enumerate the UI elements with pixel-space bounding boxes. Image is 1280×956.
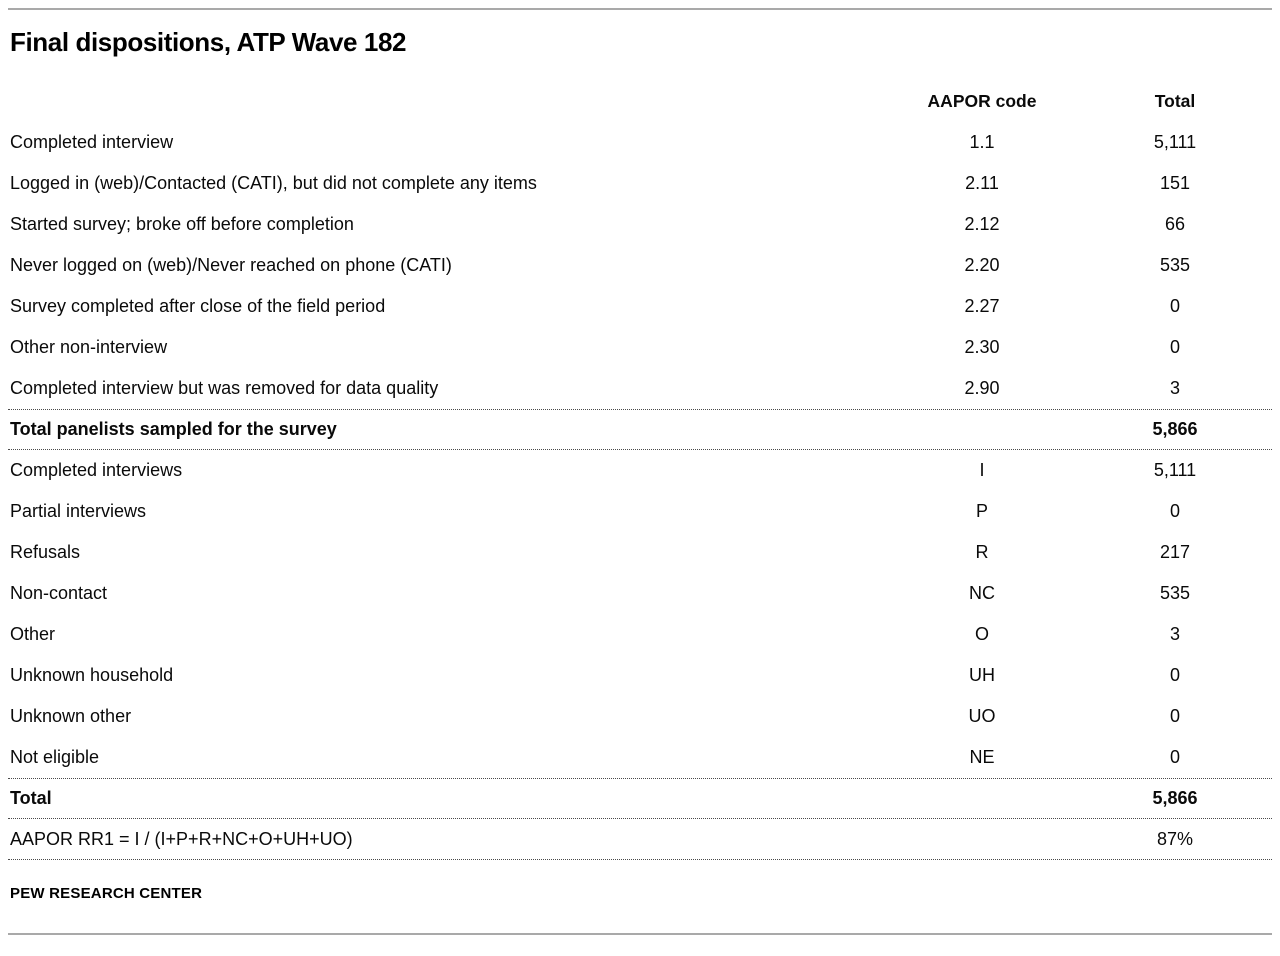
row-aapor-code: UO [968, 706, 996, 726]
column-header-total: Total [1154, 91, 1196, 111]
row-aapor-code: NE [969, 747, 995, 767]
row-label: Partial interviews [10, 501, 147, 521]
row-aapor-code: O [974, 624, 989, 644]
table-row: Other non-interview 2.30 0 [8, 327, 1272, 368]
row-aapor-code: 2.30 [964, 337, 1000, 357]
row-label: Unknown other [10, 706, 132, 726]
table-row: Completed interview 1.1 5,111 [8, 122, 1272, 163]
row-aapor-code: P [975, 501, 988, 521]
table-body: Completed interview 1.1 5,111 Logged in … [8, 122, 1272, 860]
table-header-row: AAPOR code Total [8, 81, 1272, 122]
table-row: Not eligible NE 0 [8, 737, 1272, 778]
row-label: Logged in (web)/Contacted (CATI), but di… [10, 173, 537, 193]
row-label: Total panelists sampled for the survey [10, 419, 337, 439]
column-header-aapor-code: AAPOR code [927, 91, 1037, 111]
row-total: 0 [1169, 501, 1180, 521]
table-row: Partial interviews P 0 [8, 491, 1272, 532]
row-label: Started survey; broke off before complet… [10, 214, 354, 234]
row-label: Non-contact [10, 583, 108, 603]
row-total: 0 [1169, 337, 1180, 357]
row-total: 0 [1169, 706, 1180, 726]
table-row: Refusals R 217 [8, 532, 1272, 573]
report-page: Final dispositions, ATP Wave 182 AAPOR c… [0, 8, 1280, 935]
table-row: Total 5,866 [8, 778, 1272, 819]
table-row: AAPOR RR1 = I / (I+P+R+NC+O+UH+UO) 87% [8, 819, 1272, 860]
row-aapor-code: UH [969, 665, 995, 685]
row-aapor-code: 2.27 [964, 296, 1000, 316]
row-aapor-code: 1.1 [969, 132, 995, 152]
row-label: Survey completed after close of the fiel… [10, 296, 386, 316]
row-total: 0 [1169, 747, 1180, 767]
row-total: 535 [1159, 255, 1191, 275]
table-row: Completed interviews I 5,111 [8, 450, 1272, 491]
row-label: Other [10, 624, 56, 644]
row-total: 0 [1169, 665, 1180, 685]
row-label: Other non-interview [10, 337, 168, 357]
row-aapor-code: 2.90 [964, 378, 1000, 398]
row-total: 151 [1159, 173, 1191, 193]
row-aapor-code: 2.12 [964, 214, 1000, 234]
row-label: Total [10, 788, 52, 808]
row-total: 3 [1169, 624, 1180, 644]
source-label: PEW RESEARCH CENTER [10, 885, 203, 902]
row-total: 3 [1169, 378, 1180, 398]
row-total: 66 [1164, 214, 1186, 234]
row-label: Completed interview [10, 132, 174, 152]
row-total: 5,111 [1153, 132, 1197, 152]
table-row: Logged in (web)/Contacted (CATI), but di… [8, 163, 1272, 204]
row-label: Refusals [10, 542, 81, 562]
row-aapor-code: 2.11 [965, 173, 999, 193]
row-label: Never logged on (web)/Never reached on p… [10, 255, 452, 275]
table-row: Total panelists sampled for the survey 5… [8, 409, 1272, 450]
row-total: 0 [1169, 296, 1180, 316]
row-total: 5,866 [1152, 788, 1198, 808]
top-rule [8, 8, 1272, 10]
row-total: 87% [1156, 828, 1194, 849]
table-row: Non-contact NC 535 [8, 573, 1272, 614]
row-label: Completed interview but was removed for … [10, 378, 439, 398]
table-row: Unknown other UO 0 [8, 696, 1272, 737]
row-total: 535 [1159, 583, 1191, 603]
dispositions-table: AAPOR code Total Completed interview 1.1… [8, 81, 1272, 860]
row-label: Unknown household [10, 665, 174, 685]
row-aapor-code: R [975, 542, 989, 562]
row-aapor-code: NC [969, 583, 995, 603]
page-title: Final dispositions, ATP Wave 182 [10, 27, 407, 57]
row-total: 217 [1159, 542, 1191, 562]
table-row: Started survey; broke off before complet… [8, 204, 1272, 245]
bottom-rule [8, 933, 1272, 935]
table-row: Unknown household UH 0 [8, 655, 1272, 696]
table-row: Completed interview but was removed for … [8, 368, 1272, 409]
table-row: Other O 3 [8, 614, 1272, 655]
row-total: 5,111 [1153, 460, 1197, 480]
row-label: Completed interviews [10, 460, 183, 480]
row-aapor-code: 2.20 [964, 255, 1000, 275]
table-row: Never logged on (web)/Never reached on p… [8, 245, 1272, 286]
row-aapor-code: I [979, 460, 985, 480]
row-total: 5,866 [1152, 419, 1198, 439]
row-label: Not eligible [10, 747, 100, 767]
row-label: AAPOR RR1 = I / (I+P+R+NC+O+UH+UO) [10, 828, 353, 849]
table-row: Survey completed after close of the fiel… [8, 286, 1272, 327]
